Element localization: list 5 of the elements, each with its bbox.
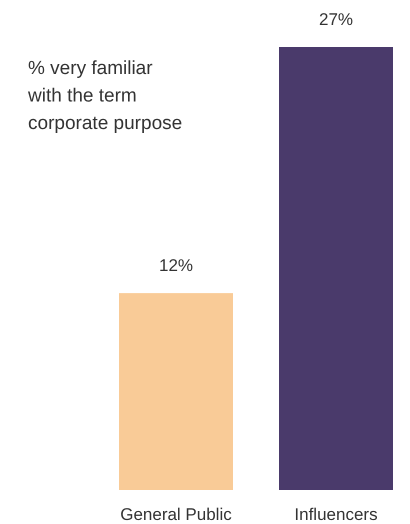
data-label: 27% [318,10,354,29]
x-tick-label: Influencers [294,505,378,524]
data-label: 12% [158,256,194,276]
x-tick-label: General Public [120,505,232,524]
text: % very familiar with the term corporate purpose [27,58,182,134]
